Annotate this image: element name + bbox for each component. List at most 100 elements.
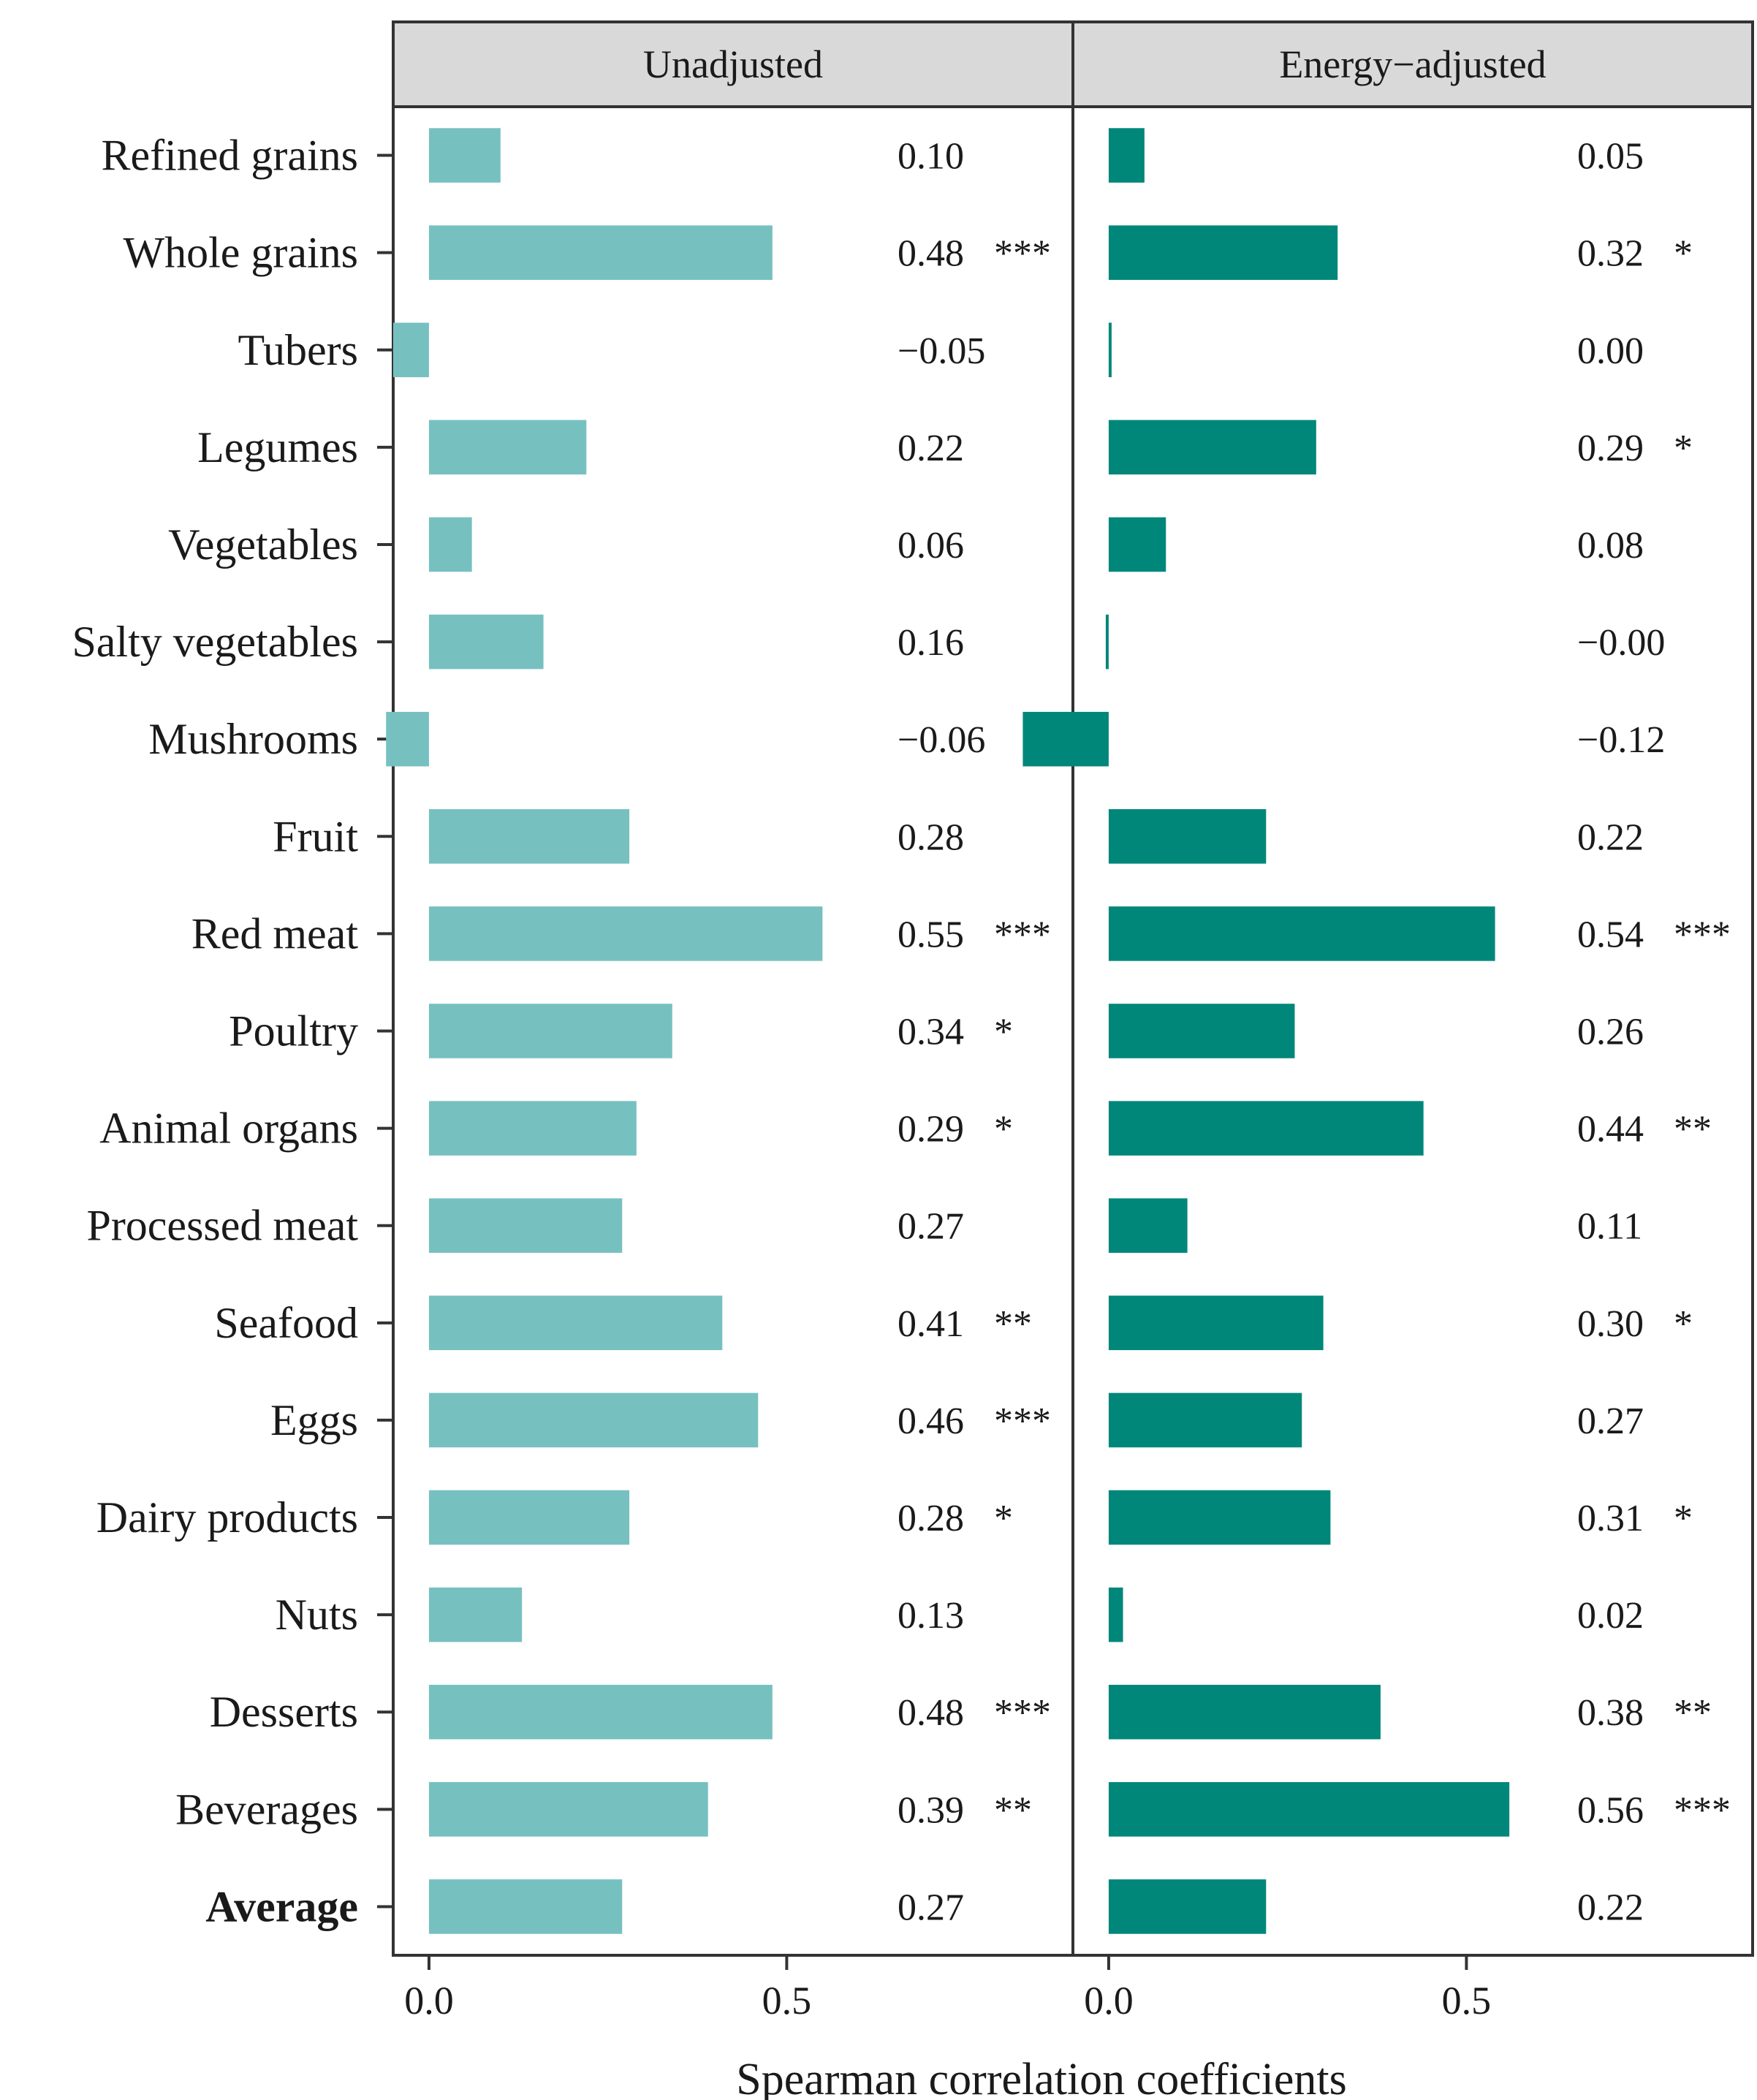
significance-label: ** xyxy=(1674,1109,1712,1151)
value-label: −0.05 xyxy=(898,330,985,372)
category-label: Processed meat xyxy=(86,1202,358,1250)
x-axis-title: Spearman correlation coefficients xyxy=(736,2055,1347,2100)
significance-label: *** xyxy=(994,1400,1051,1442)
significance-label: * xyxy=(994,1012,1013,1053)
value-label: −0.00 xyxy=(1577,622,1665,664)
bar xyxy=(428,1587,523,1642)
bar xyxy=(1108,1684,1381,1740)
category-label: Vegetables xyxy=(168,520,358,569)
significance-label: ** xyxy=(994,1789,1032,1831)
value-label: 0.48 xyxy=(898,233,964,275)
value-label: 0.11 xyxy=(1577,1206,1642,1248)
value-label: 0.28 xyxy=(898,1498,964,1539)
category-label: Whole grains xyxy=(123,229,358,277)
bar xyxy=(428,420,587,475)
bar xyxy=(1105,614,1109,670)
panel-strip-label: Energy−adjusted xyxy=(1279,42,1546,86)
bar xyxy=(1108,1004,1295,1058)
bar xyxy=(1108,1392,1302,1448)
value-label: 0.05 xyxy=(1577,136,1644,178)
bar xyxy=(1108,1879,1267,1934)
value-label: 0.29 xyxy=(1577,428,1644,469)
significance-label: * xyxy=(1674,233,1693,275)
value-label: 0.00 xyxy=(1577,330,1644,372)
bar xyxy=(1108,1490,1331,1545)
value-label: 0.28 xyxy=(898,816,964,858)
category-label: Legumes xyxy=(197,423,358,471)
bar xyxy=(428,1101,637,1156)
x-tick-label: 0.0 xyxy=(1084,1979,1134,2023)
significance-label: ** xyxy=(1674,1692,1712,1734)
bar xyxy=(428,1782,708,1837)
value-label: 0.32 xyxy=(1577,233,1644,275)
bar xyxy=(1022,711,1109,767)
significance-label: * xyxy=(994,1109,1013,1151)
bar xyxy=(1108,225,1338,280)
significance-label: *** xyxy=(1674,1789,1731,1831)
x-tick-label: 0.5 xyxy=(1442,1979,1492,2023)
bar xyxy=(428,1684,773,1740)
panel-strip xyxy=(392,20,1074,108)
x-tick-label: 0.5 xyxy=(762,1979,812,2023)
significance-label: * xyxy=(994,1498,1013,1539)
value-label: 0.26 xyxy=(1577,1012,1644,1053)
value-label: 0.13 xyxy=(898,1595,964,1637)
bar xyxy=(428,517,472,572)
value-label: 0.46 xyxy=(898,1400,964,1442)
bar xyxy=(428,1490,630,1545)
category-label: Desserts xyxy=(210,1688,358,1736)
value-label: 0.38 xyxy=(1577,1692,1644,1734)
value-label: 0.48 xyxy=(898,1692,964,1734)
panel-strip xyxy=(1071,20,1754,108)
bar xyxy=(428,1879,623,1934)
value-label: 0.22 xyxy=(898,428,964,469)
value-label: 0.27 xyxy=(898,1887,964,1928)
bar xyxy=(428,1295,723,1351)
bar xyxy=(1108,517,1166,572)
significance-label: * xyxy=(1674,1303,1693,1345)
category-label: Red meat xyxy=(191,909,359,958)
value-label: −0.06 xyxy=(898,719,985,761)
category-label: Beverages xyxy=(175,1785,358,1833)
bar xyxy=(1108,322,1112,378)
value-label: 0.22 xyxy=(1577,1887,1644,1928)
bar xyxy=(386,711,429,767)
bar xyxy=(1108,809,1267,864)
category-label: Average xyxy=(205,1882,358,1930)
significance-label: ** xyxy=(994,1303,1032,1345)
category-label: Fruit xyxy=(273,812,358,860)
category-label: Refined grains xyxy=(101,132,358,180)
value-label: 0.34 xyxy=(898,1012,964,1053)
panel-strip-label: Unadjusted xyxy=(643,42,823,86)
bar xyxy=(428,225,773,280)
bar xyxy=(1108,1587,1123,1642)
value-label: 0.31 xyxy=(1577,1498,1644,1539)
bar xyxy=(1108,420,1316,475)
bar xyxy=(428,1392,759,1448)
value-label: 0.56 xyxy=(1577,1789,1644,1831)
bar xyxy=(428,906,823,961)
bar xyxy=(393,322,429,378)
bar xyxy=(1108,1782,1510,1837)
value-label: 0.02 xyxy=(1577,1595,1644,1637)
value-label: −0.12 xyxy=(1577,719,1665,761)
bar xyxy=(1108,1198,1188,1253)
value-label: 0.10 xyxy=(898,136,964,178)
bar xyxy=(428,614,544,670)
significance-label: *** xyxy=(994,233,1051,275)
category-label: Animal organs xyxy=(99,1104,358,1153)
bar xyxy=(428,809,630,864)
significance-label: *** xyxy=(994,914,1051,955)
value-label: 0.27 xyxy=(898,1206,964,1248)
value-label: 0.16 xyxy=(898,622,964,664)
significance-label: * xyxy=(1674,1498,1693,1539)
bar xyxy=(1108,128,1145,183)
x-tick-label: 0.0 xyxy=(404,1979,454,2023)
category-label: Tubers xyxy=(238,326,358,374)
value-label: 0.29 xyxy=(898,1109,964,1151)
significance-label: * xyxy=(1674,428,1693,469)
value-label: 0.30 xyxy=(1577,1303,1644,1345)
